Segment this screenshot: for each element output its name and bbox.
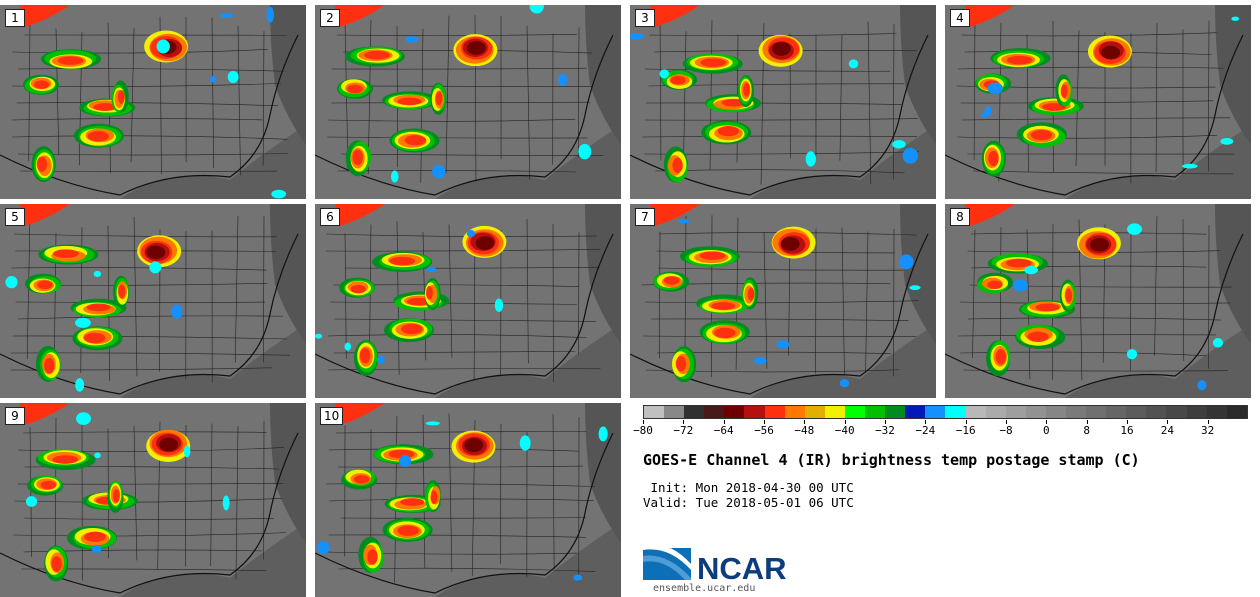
colorbar-tick-label: −16 [955, 424, 976, 437]
satellite-map [315, 403, 621, 597]
colorbar-swatch [885, 406, 906, 418]
colorbar-tick-label: −56 [754, 424, 774, 437]
colorbar-tick-label: 8 [1083, 424, 1090, 437]
satellite-map [0, 204, 306, 398]
logo-swoosh-icon [643, 543, 691, 570]
logo-text: NCAR [697, 551, 787, 582]
colorbar-swatch [824, 406, 845, 418]
colorbar-tick-label: −72 [673, 424, 694, 437]
colorbar-tick-label: −80 [633, 424, 653, 437]
colorbar-swatch [844, 406, 866, 418]
colorbar-tick [764, 420, 765, 424]
colorbar-tick-label: −48 [794, 424, 815, 437]
colorbar-tick [804, 420, 806, 424]
map-panel-10: 10 [315, 403, 621, 597]
panel-number: 6 [320, 208, 340, 226]
satellite-map [630, 204, 936, 398]
colorbar-swatch [865, 406, 886, 418]
colorbar-swatch [1005, 406, 1026, 418]
valid-time: Valid: Tue 2018-05-01 06 UTC [643, 495, 854, 510]
satellite-map [315, 204, 621, 398]
init-time: Init: Mon 2018-04-30 00 UTC [643, 480, 854, 495]
colorbar-swatch [1206, 406, 1227, 418]
colorbar-swatch [804, 406, 825, 418]
colorbar-swatch [724, 406, 745, 418]
map-panel-3: 3 [630, 5, 936, 199]
panel-number: 2 [320, 9, 340, 27]
satellite-map [945, 204, 1251, 398]
panel-number: 3 [635, 9, 655, 27]
colorbar-swatch [1065, 406, 1087, 418]
colorbar-swatch [925, 406, 946, 418]
colorbar-swatch [684, 406, 705, 418]
website-url: ensemble.ucar.edu [653, 583, 756, 594]
map-panel-1: 1 [0, 5, 306, 199]
ncar-logo: NCAR [643, 543, 787, 582]
map-panel-6: 6 [315, 204, 621, 398]
panel-number: 10 [320, 407, 344, 425]
colorbar-swatch [1226, 406, 1247, 418]
panel-number: 4 [950, 9, 970, 27]
colorbar-swatch [965, 406, 986, 418]
satellite-map [945, 5, 1251, 199]
colorbar-swatch [1146, 406, 1167, 418]
colorbar-swatch [764, 406, 785, 418]
colorbar-tick [643, 420, 644, 424]
colorbar-swatch [644, 406, 665, 418]
satellite-map [315, 5, 621, 199]
satellite-map [0, 5, 306, 199]
panel-number: 9 [5, 407, 25, 425]
map-panel-2: 2 [315, 5, 621, 199]
colorbar-tick-label: −40 [834, 424, 855, 437]
colorbar-swatch [784, 406, 805, 418]
colorbar-tick [1127, 420, 1128, 424]
map-panel-7: 7 [630, 204, 936, 398]
colorbar-swatch [905, 406, 926, 418]
colorbar-swatch [1045, 406, 1066, 418]
colorbar-swatch [945, 406, 966, 418]
colorbar-tick [965, 420, 967, 424]
colorbar-tick [1207, 420, 1209, 424]
colorbar-tick-label: −24 [915, 424, 936, 437]
panel-number: 5 [5, 208, 25, 226]
colorbar-tick [844, 420, 846, 424]
colorbar-tick-label: −8 [999, 424, 1013, 437]
colorbar-tick [1006, 420, 1007, 424]
colorbar-tick [925, 420, 927, 424]
colorbar-swatch [1186, 406, 1207, 418]
colorbar-swatch [704, 406, 725, 418]
colorbar-swatch [1025, 406, 1046, 418]
page-title: GOES-E Channel 4 (IR) brightness temp po… [643, 451, 1140, 469]
map-panel-9: 9 [0, 403, 306, 597]
colorbar [643, 405, 1248, 419]
colorbar-swatch [1166, 406, 1187, 418]
satellite-map [630, 5, 936, 199]
colorbar-tick [885, 420, 886, 424]
colorbar-tick-label: −64 [713, 424, 734, 437]
map-panel-5: 5 [0, 204, 306, 398]
panel-number: 7 [635, 208, 655, 226]
panel-number: 8 [950, 208, 970, 226]
colorbar-swatch [744, 406, 765, 418]
colorbar-swatch [985, 406, 1006, 418]
colorbar-swatch [1086, 406, 1107, 418]
satellite-map [0, 403, 306, 597]
colorbar-tick-label: 0 [1043, 424, 1050, 437]
colorbar-tick [1046, 420, 1048, 424]
colorbar-tick [1167, 420, 1169, 424]
colorbar-swatch [1106, 406, 1127, 418]
colorbar-tick-label: 16 [1120, 424, 1134, 437]
colorbar-tick-label: −32 [875, 424, 895, 437]
colorbar-tick [1086, 420, 1088, 424]
colorbar-tick-label: 24 [1160, 424, 1174, 437]
map-panel-4: 4 [945, 5, 1251, 199]
panel-number: 1 [5, 9, 25, 27]
map-panel-8: 8 [945, 204, 1251, 398]
colorbar-tick [683, 420, 685, 424]
colorbar-swatch [1126, 406, 1147, 418]
colorbar-swatch [664, 406, 685, 418]
colorbar-tick-label: 32 [1201, 424, 1215, 437]
colorbar-tick [723, 420, 725, 424]
